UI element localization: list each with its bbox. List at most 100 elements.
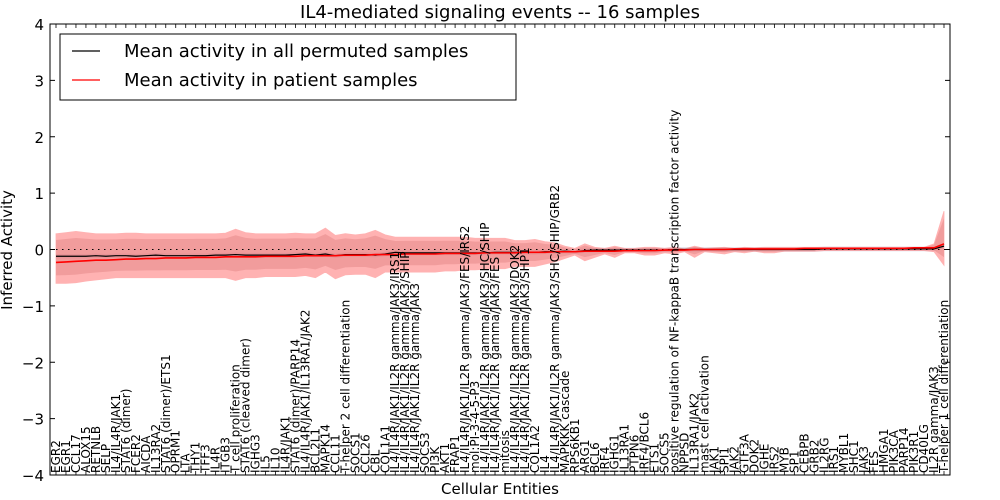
x-tick-label: GRB2 — [807, 439, 821, 473]
y-tick-label: 4 — [34, 16, 44, 34]
x-tick-label: IL10 — [269, 448, 283, 474]
patient-mean-line — [55, 243, 945, 264]
x-tick-label: STAT6 (dimer)/PARP14 — [288, 339, 302, 473]
x-tick-label: PTPN6 — [628, 435, 642, 473]
x-tick-label: IL4 — [538, 455, 552, 473]
x-tick-label: TFF3 — [199, 444, 213, 474]
x-tick-label: IL13RA2 — [149, 424, 163, 473]
x-tick-label: IGHG3 — [249, 434, 263, 473]
x-tick-label: RPS6KB1 — [568, 418, 582, 473]
x-tick-label: IRS1 — [827, 446, 841, 473]
x-tick-label: IGHE — [757, 444, 771, 473]
x-tick-label: PIK3R1 — [907, 431, 921, 473]
x-tick-label: ITGB3 — [219, 437, 233, 473]
x-tick-label: T cell proliferation — [229, 364, 243, 474]
x-tick-label: SOCS5 — [658, 432, 672, 473]
x-tick-label: mol:PI-3-4-5-P3 — [468, 381, 482, 473]
x-axis-label: Cellular Entities — [441, 480, 559, 498]
x-tick-label: ALOX15 — [79, 426, 93, 473]
x-tick-label: IRF4/BCL6 — [638, 412, 652, 473]
x-tick-label: AICDA — [139, 435, 153, 473]
y-tick-label: 2 — [34, 129, 44, 147]
x-tick-label: CBL — [368, 449, 382, 473]
y-tick-label: −1 — [22, 298, 44, 316]
x-tick-label: PIK3CA — [887, 429, 901, 473]
x-tick-label: AKT1 — [438, 443, 452, 473]
x-tick-label: OPRM1 — [169, 430, 183, 473]
x-tick-label: mast cell activation — [698, 355, 712, 473]
x-tick-label: IL5 — [259, 455, 273, 473]
x-tick-label: BCL6 — [588, 442, 602, 473]
x-tick-label: RETNLB — [89, 426, 103, 473]
x-tick-label: IRF4 — [598, 447, 612, 473]
y-tick-label: 1 — [34, 185, 44, 203]
y-tick-label: 3 — [34, 72, 44, 90]
x-tick-label: JAK2 — [727, 446, 741, 474]
x-tick-label: FES — [867, 451, 881, 473]
x-tick-label: JAK1 — [708, 446, 722, 474]
x-tick-label: IL4/IL4R/JAK1/IL2R gamma/JAK3/FES/IRS2 — [458, 226, 472, 473]
x-tick-label: CD40LG — [917, 424, 931, 473]
x-tick-label: IL2R gamma/JAK3 — [927, 366, 941, 473]
x-tick-label: IGHG1 — [608, 434, 622, 473]
x-tick-label: STAT6 (dimer) — [119, 389, 133, 473]
x-tick-label: IRS2 — [767, 446, 781, 473]
x-tick-label: THY1 — [189, 442, 203, 474]
y-tick-label: −3 — [22, 411, 44, 429]
legend-label-permuted: Mean activity in all permuted samples — [124, 41, 468, 62]
legend-label-patient: Mean activity in patient samples — [124, 70, 418, 91]
x-tick-label: HMGA1 — [877, 428, 891, 473]
x-tick-label: positive regulation of NF-kappaB transcr… — [668, 110, 682, 473]
x-tick-label: LTA — [179, 453, 193, 473]
x-tick-label: MYB — [777, 447, 791, 473]
patient-band — [55, 211, 945, 284]
x-tick-label: T-helper 1 cell differentiation — [937, 300, 951, 474]
x-tick-label: IL4/IL4R/JAK1/IL13RA1/JAK2 — [298, 310, 312, 474]
x-tick-label: MYBL1 — [837, 433, 851, 473]
x-tick-label: BCL2L1 — [308, 428, 322, 473]
x-tick-label: MAPK14 — [318, 424, 332, 473]
x-tick-label: STAT6 (cleaved dimer) — [239, 338, 253, 473]
x-tick-label: IL4R — [209, 447, 223, 473]
x-tick-label: JAK3 — [857, 446, 871, 474]
x-tick-label: SHC1 — [847, 440, 861, 473]
x-tick-label: SPI1 — [717, 447, 731, 473]
x-tick-label: NPPSD — [678, 433, 692, 473]
x-tick-label: PARP14 — [897, 427, 911, 473]
x-tick-label: IL4/IL4R/JAK1/IL2R gamma/JAK3/FES — [488, 257, 502, 473]
x-tick-label: SOCS3 — [418, 432, 432, 473]
x-tick-label: IL4R/JAK1 — [278, 416, 292, 473]
x-tick-label: DOK2 — [747, 439, 761, 473]
legend-box — [59, 33, 517, 101]
x-tick-label: ETS1 — [648, 443, 662, 473]
x-tick-label: IL4/IL4R/JAK1 — [109, 394, 123, 473]
x-tick-label: IL2RG — [817, 438, 831, 474]
x-tick-label: ARG1 — [578, 440, 592, 473]
patient-band-inner — [56, 218, 944, 276]
y-axis-label: Inferred Activity — [0, 190, 16, 310]
x-tick-label: IL4/IL4R/JAK1/IL2R gamma/JAK3/SHC/SHIP — [478, 222, 492, 473]
x-tick-label: IL4/IL4R/JAK1/IL2R gamma/JAK3 — [408, 283, 422, 473]
chart-title: IL4-mediated signaling events -- 16 samp… — [300, 2, 700, 23]
x-tick-label: SP1 — [787, 451, 801, 474]
x-tick-label: COL1A2 — [528, 425, 542, 473]
x-tick-label: CCL17 — [69, 434, 83, 473]
x-tick-label: EGR1 — [59, 440, 73, 473]
x-tick-label: SOCS1 — [348, 432, 362, 473]
x-tick-label: SELP — [99, 444, 113, 473]
x-tick-label: IL4/IL4R/JAK1/IL2R gamma/JAK3/SHIP — [398, 252, 412, 473]
x-tick-label: FCER2 — [129, 434, 143, 473]
x-tick-label: IL13RA1 — [618, 424, 632, 473]
x-tick-label: EGR2 — [49, 440, 63, 473]
y-tick-label: −4 — [22, 467, 44, 485]
x-tick-label: IL4/IL4R/JAK1/IL2R gamma/JAK3/SHP1 — [518, 247, 532, 473]
x-tick-label: CCL26 — [358, 434, 372, 473]
x-tick-label: IL4/IL4R/JAK1/IL2R gamma/JAK3/SHC/SHIP/G… — [548, 185, 562, 473]
x-tick-label: IL4/IL4R/JAK1/IL2R gamma/JAK3/DOK2 — [508, 245, 522, 473]
x-tick-label: IL13RA1/JAK2 — [688, 393, 702, 473]
y-tick-label: −2 — [22, 354, 44, 372]
x-tick-label: T-helper 2 cell differentiation — [338, 300, 352, 474]
plot-area: −4 −3 −2 −1 0 1 2 3 4 EGR2EGR1CCL17ALOX15RETNLBSE… — [22, 16, 951, 485]
x-tick-label: IL4/IL4R/JAK1/IL2R gamma/JAK3/IRS1 — [388, 252, 402, 473]
